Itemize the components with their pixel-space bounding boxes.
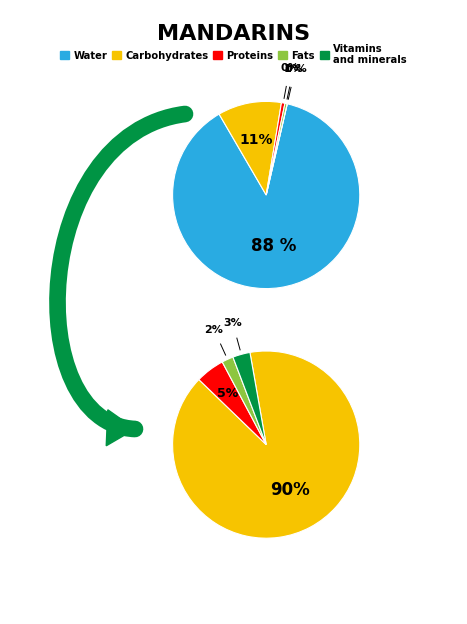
Text: 0%: 0% bbox=[284, 64, 303, 74]
Wedge shape bbox=[199, 362, 266, 444]
Wedge shape bbox=[173, 351, 360, 538]
Text: 2%: 2% bbox=[205, 324, 223, 334]
Text: 90%: 90% bbox=[270, 481, 310, 499]
Text: 0%: 0% bbox=[280, 63, 299, 73]
Text: 5%: 5% bbox=[217, 388, 239, 400]
Wedge shape bbox=[266, 104, 287, 195]
Text: 88 %: 88 % bbox=[251, 237, 297, 255]
Text: 1 %: 1 % bbox=[284, 64, 307, 74]
Polygon shape bbox=[106, 410, 135, 446]
Wedge shape bbox=[266, 104, 287, 195]
Text: 3%: 3% bbox=[223, 318, 242, 328]
Wedge shape bbox=[266, 103, 285, 195]
Text: 11%: 11% bbox=[239, 133, 273, 147]
Wedge shape bbox=[233, 353, 266, 444]
Wedge shape bbox=[219, 102, 282, 195]
Wedge shape bbox=[222, 357, 266, 444]
Wedge shape bbox=[173, 104, 360, 288]
Legend: Water, Carbohydrates, Proteins, Fats, Vitamins
and minerals: Water, Carbohydrates, Proteins, Fats, Vi… bbox=[60, 44, 407, 66]
Text: MANDARINS: MANDARINS bbox=[157, 24, 310, 44]
